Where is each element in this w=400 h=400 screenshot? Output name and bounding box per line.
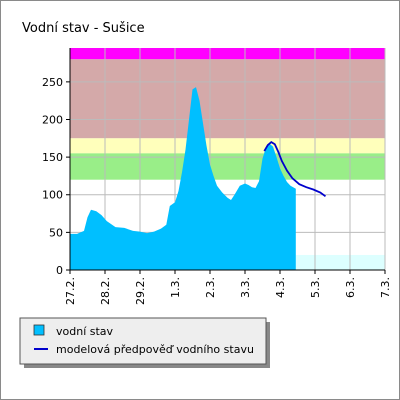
band-3 xyxy=(70,153,385,180)
x-tick-label: 3.3. xyxy=(239,277,252,298)
legend-swatch-water-level xyxy=(33,324,45,336)
y-tick-label: 150 xyxy=(42,151,63,164)
legend-label-water-level: vodní stav xyxy=(56,325,114,338)
y-tick-label: 200 xyxy=(42,113,63,126)
chart-title: Vodní stav - Sušice xyxy=(22,21,145,36)
legend: vodní stav modelová předpověď vodního st… xyxy=(19,317,270,368)
water-level-series xyxy=(70,87,296,270)
x-tick-label: 1.3. xyxy=(169,277,182,298)
y-tick-label: 100 xyxy=(42,189,63,202)
x-tick-label: 5.3. xyxy=(309,277,322,298)
series-water-level-area xyxy=(70,87,296,270)
x-tick-label: 27.2. xyxy=(64,277,77,305)
y-tick-label: 0 xyxy=(56,264,63,277)
y-tick-label: 250 xyxy=(42,76,63,89)
threshold-bands xyxy=(70,48,385,270)
band-0 xyxy=(70,48,385,60)
series-forecast-line xyxy=(263,140,327,198)
legend-label-forecast: modelová předpověď vodního stavu xyxy=(56,343,254,356)
x-tick-label: 7.3. xyxy=(379,277,392,298)
x-tick-label: 6.3. xyxy=(344,277,357,298)
x-tick-label: 4.3. xyxy=(274,277,287,298)
band-4 xyxy=(295,254,385,270)
x-axis-ticks: 27.2. 28.2. 29.2. 1.3. 2.3. 3.3. 4.3. 5.3. 6.3. 7… xyxy=(64,270,392,305)
axes xyxy=(69,48,385,271)
x-tick-label: 2.3. xyxy=(204,277,217,298)
y-axis-ticks: 0 50 100 150 200 250 xyxy=(42,76,70,277)
x-tick-label: 28.2. xyxy=(99,277,112,305)
band-1 xyxy=(70,59,385,139)
y-tick-label: 50 xyxy=(49,226,63,239)
band-2 xyxy=(70,138,385,154)
legend-box xyxy=(19,317,267,365)
forecast-series xyxy=(263,140,327,198)
x-tick-label: 29.2. xyxy=(134,277,147,305)
